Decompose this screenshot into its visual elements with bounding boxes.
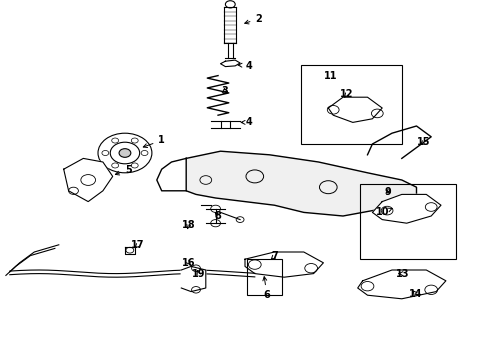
Text: 9: 9 [385, 186, 392, 197]
Polygon shape [358, 270, 446, 299]
Polygon shape [328, 97, 382, 122]
Polygon shape [186, 151, 416, 216]
Bar [301, 65, 402, 144]
Text: 14: 14 [409, 289, 422, 299]
Text: 18: 18 [182, 220, 196, 230]
Text: 4: 4 [238, 60, 252, 71]
Text: 15: 15 [417, 137, 431, 147]
Text: 17: 17 [131, 240, 145, 250]
Polygon shape [125, 247, 135, 254]
Text: 1: 1 [143, 135, 165, 148]
Text: 19: 19 [192, 269, 205, 279]
Polygon shape [220, 60, 240, 67]
Text: 12: 12 [340, 89, 354, 99]
Polygon shape [245, 252, 323, 277]
Text: 11: 11 [323, 71, 337, 81]
Text: 13: 13 [396, 269, 410, 279]
Text: 10: 10 [375, 207, 392, 217]
Bar [247, 259, 282, 295]
Text: 3: 3 [221, 86, 228, 96]
Bar [360, 184, 456, 259]
Polygon shape [181, 266, 206, 292]
Polygon shape [64, 158, 113, 202]
Text: 8: 8 [215, 211, 221, 221]
Text: 6: 6 [263, 277, 270, 300]
Text: 4: 4 [241, 117, 252, 127]
Circle shape [119, 149, 131, 157]
Text: 7: 7 [271, 251, 278, 261]
Text: 2: 2 [245, 14, 262, 24]
Text: 5: 5 [115, 165, 132, 175]
Polygon shape [372, 194, 441, 223]
Text: 16: 16 [182, 258, 196, 268]
